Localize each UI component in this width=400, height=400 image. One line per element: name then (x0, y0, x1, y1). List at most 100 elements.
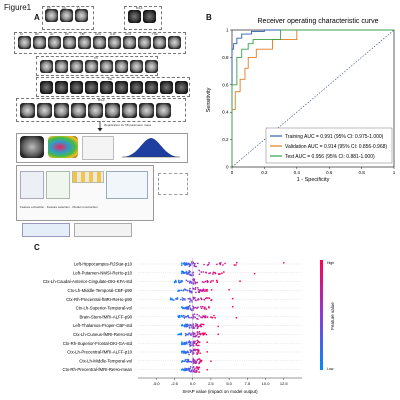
shap-feature-label-8: Ctx-Lh-Cuneus-fMRI-ReHo-std (73, 332, 133, 337)
shap-dot (180, 350, 183, 353)
mri-thumbnail (40, 60, 53, 73)
atlas-map (48, 136, 78, 158)
shap-dot (197, 344, 200, 347)
shap-dot (198, 366, 201, 369)
shap-dot (219, 273, 221, 275)
shap-dot (180, 272, 183, 275)
shap-dot (216, 281, 219, 284)
shap-dot (172, 299, 175, 301)
shap-xtick-label: 5.0 (226, 381, 232, 386)
row3-label: DTI (94, 57, 98, 60)
shap-xtick-label: 12.5 (280, 381, 289, 386)
shap-dot (198, 273, 201, 276)
shap-feature-label-12: Ctx-Rh-Precentral-fMRI-ReHo-mean (63, 367, 133, 372)
shap-dot (206, 350, 209, 353)
shap-dot (194, 362, 197, 365)
shap-dot (174, 279, 177, 282)
shap-dot (197, 367, 200, 370)
shap-dot (189, 280, 192, 283)
registration-arrow (97, 121, 103, 132)
shap-dot (192, 279, 195, 282)
shap-dot (196, 313, 199, 316)
shap-dot (193, 342, 196, 344)
row4-label: ASL (108, 78, 113, 81)
shap-dot (204, 290, 206, 293)
shap-dot (178, 281, 181, 284)
segmentation-brain (20, 136, 44, 158)
shap-dot (197, 298, 200, 301)
shap-dot (179, 298, 182, 301)
arrow-head (97, 128, 103, 132)
panel-a-workflow: DTI ASL T1 BOLD FA MD AD RD CBF ReHo ALF… (12, 5, 190, 237)
shap-dot (210, 316, 213, 319)
shap-dot (194, 299, 197, 302)
shap-dot (196, 286, 199, 289)
shap-dot (188, 370, 191, 372)
roc-chart: Receiver operating characteristic curve … (206, 18, 396, 183)
shap-dot (228, 288, 230, 291)
roc-xtick-label: 0 (231, 170, 234, 175)
shap-dot (198, 330, 201, 333)
shap-dot (197, 326, 199, 329)
shap-dot (210, 280, 213, 282)
shap-dot (188, 343, 191, 346)
shap-dot (192, 315, 195, 318)
shap-dot (194, 306, 197, 309)
shap-dot (197, 350, 199, 353)
shap-dot (198, 362, 200, 365)
roc-diagonal (231, 29, 395, 168)
shap-dot (195, 366, 198, 368)
row5-box (16, 98, 186, 122)
shap-dot (173, 281, 176, 284)
shap-dot (180, 324, 183, 327)
shap-dot (190, 299, 193, 302)
shap-dot (217, 333, 220, 336)
shap-dot (192, 327, 195, 330)
shap-dot (208, 306, 210, 309)
shap-colorbar-low: Low (327, 367, 334, 371)
row5-images (20, 103, 171, 118)
roc-xtick-label: 0.6 (326, 170, 333, 175)
shap-dot (193, 265, 196, 268)
shap-dot (180, 332, 183, 335)
mri-thumbnail (115, 81, 128, 94)
shap-dot (185, 341, 188, 343)
roc-ytick-label: 0.6 (222, 82, 229, 87)
roc-legend-label-2: Test AUC = 0.956 (95% CI: 0.881-1.000) (285, 154, 375, 160)
mri-thumbnail (85, 60, 98, 73)
shap-dot (222, 264, 224, 266)
shap-dot (194, 316, 197, 319)
shap-dot (196, 333, 199, 336)
shap-dot (182, 314, 185, 317)
shap-dot (180, 368, 183, 371)
shap-dot (235, 316, 238, 319)
shap-feature-label-7: Left-Thalamus-Proper-CBF-std (73, 323, 133, 328)
figure-title: Figure1 (4, 3, 32, 12)
shap-dot (196, 323, 199, 326)
shap-dot (205, 271, 207, 274)
row2-images (18, 36, 181, 49)
shap-dot (186, 273, 189, 275)
shap-dot (190, 316, 193, 319)
shap-dot (188, 289, 191, 292)
shap-colorbar (320, 260, 323, 370)
mri-thumbnail (63, 36, 76, 49)
shap-dot (188, 353, 190, 356)
row1-box (42, 6, 94, 30)
shap-dot (200, 307, 203, 310)
shap-dot (190, 370, 193, 372)
shap-dot (197, 336, 200, 338)
shap-dot (253, 272, 256, 275)
shap-dot (199, 288, 202, 291)
shap-dot (181, 271, 184, 273)
histogram (122, 138, 180, 158)
shap-dot (217, 325, 220, 328)
roc-y-ticks: 0 0.2 0.4 0.6 0.8 1 (222, 28, 232, 170)
shap-dot (199, 325, 202, 328)
shap-dot (213, 314, 215, 317)
shap-feature-label-5: Ctx-Lh-Superior-Temporal-vol (76, 306, 132, 311)
shap-dot (181, 351, 183, 354)
shap-dot (196, 317, 198, 320)
shap-feature-label-2: Ctx-Lh-Caudal-Anterior-Cingulate-DKI-KFA… (43, 279, 133, 284)
shap-dot (189, 367, 191, 370)
